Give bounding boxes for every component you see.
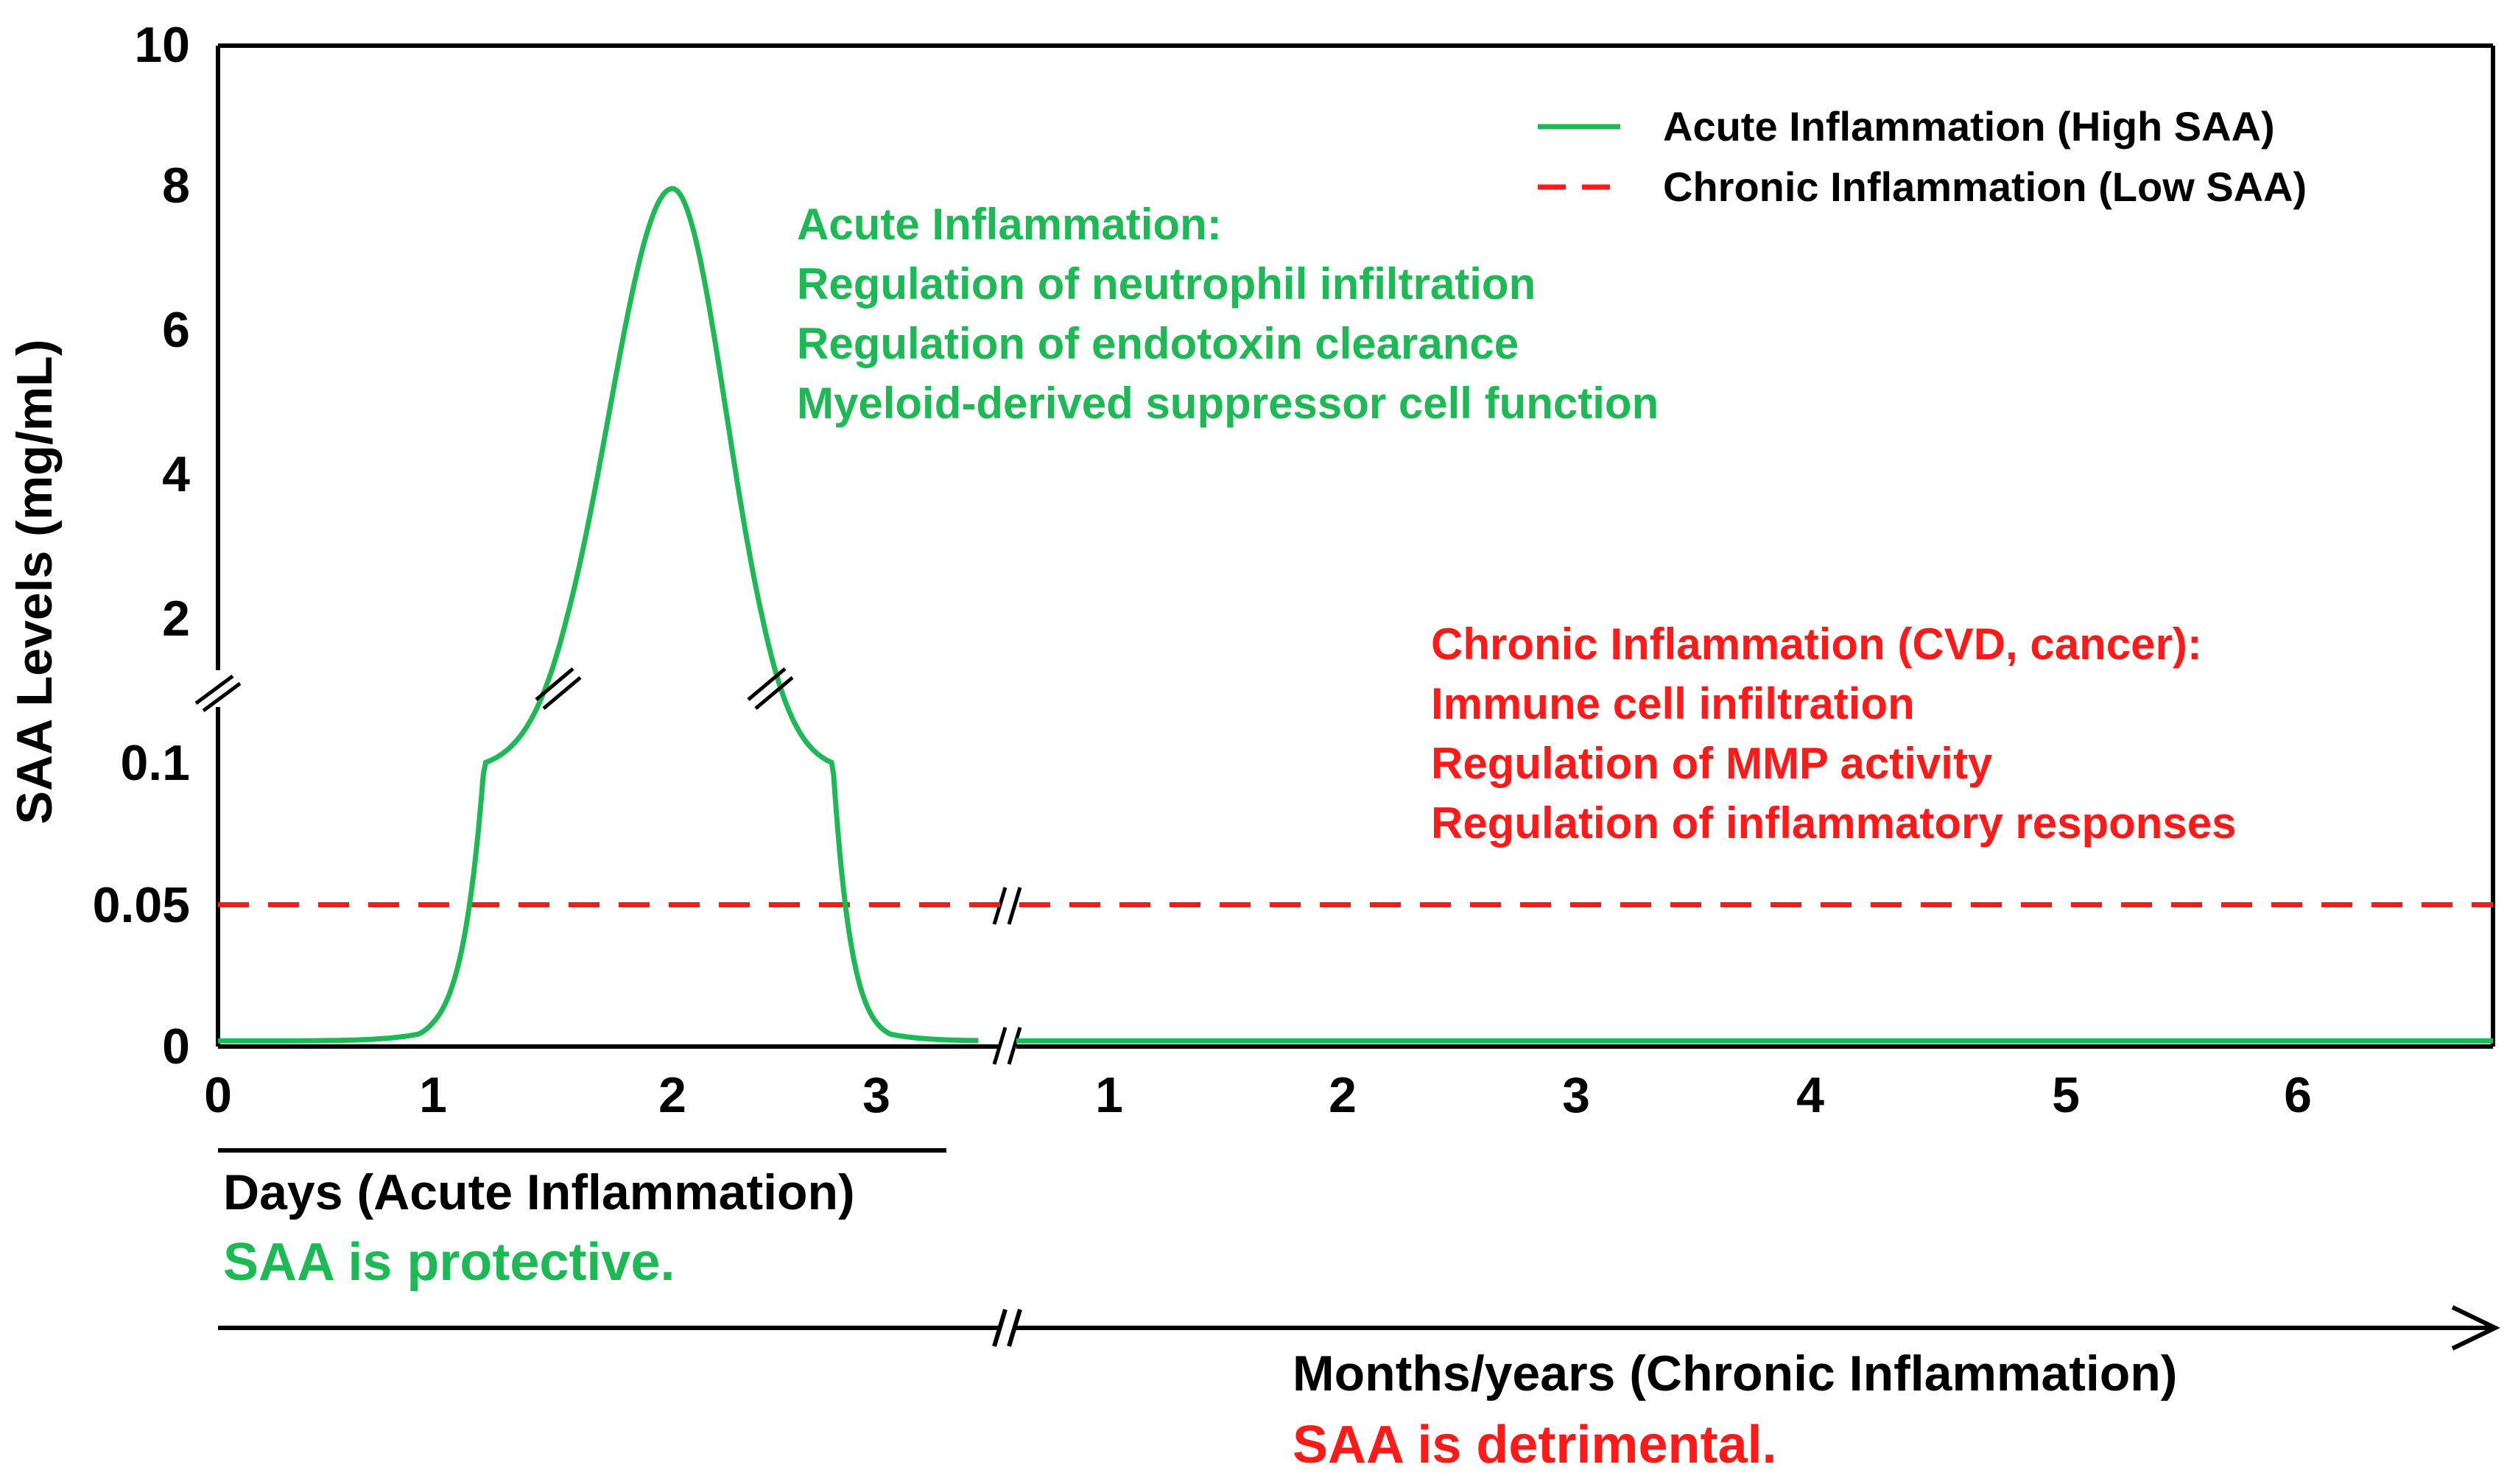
y-break-mark-1 [194, 674, 234, 706]
curve-break-right-2 [754, 676, 794, 710]
arrow-head [2451, 1305, 2500, 1351]
x-tick-day: 3 [862, 1067, 890, 1123]
legend-label-acute: Acute Inflammation (High SAA) [1663, 103, 2275, 150]
x-tick-month: 4 [1796, 1067, 1824, 1123]
x-tick-month: 3 [1562, 1067, 1590, 1123]
months-axis-title: Months/years (Chronic Inflammation) [1293, 1346, 2177, 1402]
acute-annotation: Acute Inflammation: Regulation of neutro… [797, 200, 1659, 428]
legend-label-chronic: Chronic Inflammation (Low SAA) [1663, 163, 2307, 210]
x-ticks: 0 1 2 3 1 2 3 4 5 6 [204, 1067, 2312, 1123]
x-break-mark-1 [992, 1027, 1008, 1065]
x-tick-month: 2 [1329, 1067, 1357, 1123]
y-tick-label: 4 [162, 446, 190, 502]
x-tick-month: 1 [1095, 1067, 1123, 1123]
months-verdict: SAA is detrimental. [1293, 1416, 1777, 1474]
curve-break-right-1 [747, 667, 787, 701]
curve-break-left-1 [535, 667, 574, 701]
y-tick-label: 6 [162, 302, 190, 358]
days-axis-title: Days (Acute Inflammation) [223, 1164, 855, 1220]
dash-break-mark-2 [1007, 887, 1022, 925]
chronic-annotation-item: Immune cell infiltration [1431, 679, 1915, 728]
acute-annotation-item: Regulation of endotoxin clearance [797, 319, 1519, 368]
timeline-arrow [218, 1305, 2500, 1351]
chronic-annotation-item: Regulation of inflammatory responses [1431, 798, 2237, 848]
y-axis-label: SAA Levels (mg/mL) [7, 340, 63, 825]
days-verdict: SAA is protective. [223, 1233, 675, 1292]
axis-break-marks [194, 674, 1022, 1065]
x-tick-month: 5 [2052, 1067, 2080, 1123]
timeline-break-1 [992, 1309, 1008, 1347]
timeline-break-2 [1007, 1309, 1022, 1347]
chronic-annotation-title: Chronic Inflammation (CVD, cancer): [1431, 619, 2202, 669]
curve-break-marks [535, 667, 794, 710]
y-tick-label: 0.1 [120, 735, 190, 791]
curve-break-left-2 [542, 676, 582, 710]
x-break-mark-2 [1007, 1027, 1022, 1065]
y-tick-label: 8 [162, 158, 190, 214]
acute-annotation-title: Acute Inflammation: [797, 200, 1222, 249]
y-ticks: 0 0.05 0.1 2 4 6 8 10 [93, 17, 191, 1075]
y-tick-label: 0.05 [93, 877, 190, 933]
x-tick-day: 2 [658, 1067, 686, 1123]
acute-series-line [218, 186, 979, 1044]
x-tick-day: 0 [204, 1067, 232, 1123]
acute-annotation-item: Regulation of neutrophil infiltration [797, 259, 1536, 309]
chronic-annotation: Chronic Inflammation (CVD, cancer): Immu… [1431, 619, 2237, 848]
x-tick-month: 6 [2284, 1067, 2312, 1123]
y-tick-label: 0 [162, 1019, 190, 1075]
acute-annotation-item: Myeloid-derived suppressor cell function [797, 379, 1659, 428]
legend: Acute Inflammation (High SAA) Chronic In… [1538, 103, 2307, 210]
axes [216, 43, 2495, 1049]
y-tick-label: 2 [162, 591, 190, 647]
y-break-mark-2 [202, 681, 242, 713]
chronic-annotation-item: Regulation of MMP activity [1431, 739, 1993, 788]
x-tick-day: 1 [419, 1067, 447, 1123]
y-tick-label: 10 [134, 17, 190, 73]
